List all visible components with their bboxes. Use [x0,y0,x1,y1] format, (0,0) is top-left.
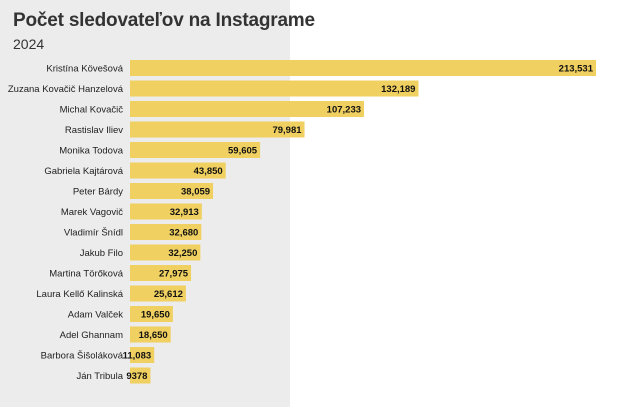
bar [130,265,192,281]
value-label: 18,650 [139,330,168,341]
bar [130,80,419,97]
chart-subtitle: 2024 [13,36,45,52]
value-label: 38,059 [181,187,210,198]
category-label: Marek Vagovič [61,207,123,218]
bar [130,203,202,220]
value-label: 25,612 [154,289,183,300]
category-label: Zuzana Kovačič Hanzelová [8,84,124,95]
bar [130,121,305,138]
bar [130,224,202,240]
value-label: 59,605 [228,146,258,157]
value-label: 79,981 [272,125,302,136]
bar [130,183,214,199]
value-label: 11,083 [123,351,152,362]
category-label: Jakub Filo [80,248,123,259]
chart-title: Počet sledovateľov na Instagrame [13,10,315,31]
value-label: 32,680 [169,228,198,239]
bar [130,326,171,343]
value-label: 132,189 [381,84,415,95]
value-label: 9378 [126,371,147,382]
category-label: Monika Todova [59,146,123,157]
value-label: 32,250 [168,248,197,259]
category-label: Adam Valček [68,310,124,321]
category-label: Kristína Kövešová [46,64,123,75]
category-label: Ján Tribula [77,371,124,382]
value-label: 43,850 [194,166,223,177]
category-label: Adel Ghannam [60,330,123,341]
bar [130,60,596,76]
bar [130,244,201,261]
bar [130,347,155,363]
bar [130,367,151,384]
value-label: 107,233 [327,105,361,116]
category-label: Rastislav Iliev [65,125,123,136]
category-label: Peter Bárdy [73,187,123,198]
value-label: 32,913 [170,207,199,218]
bar [130,142,261,158]
category-label: Michal Kovačič [60,105,124,116]
bar [130,306,173,322]
category-label: Martina Törőková [49,269,123,280]
category-label: Vladimír Šnídl [64,228,123,239]
value-label: 19,650 [141,310,170,321]
category-label: Barbora Šišoláková [41,351,124,362]
bar [130,162,226,179]
value-label: 27,975 [159,269,189,280]
category-label: Gabriela Kajtárová [44,166,123,177]
category-label: Laura Kellő Kalinská [36,289,123,300]
bar [130,285,186,302]
value-label: 213,531 [559,64,594,75]
bar [130,101,365,117]
